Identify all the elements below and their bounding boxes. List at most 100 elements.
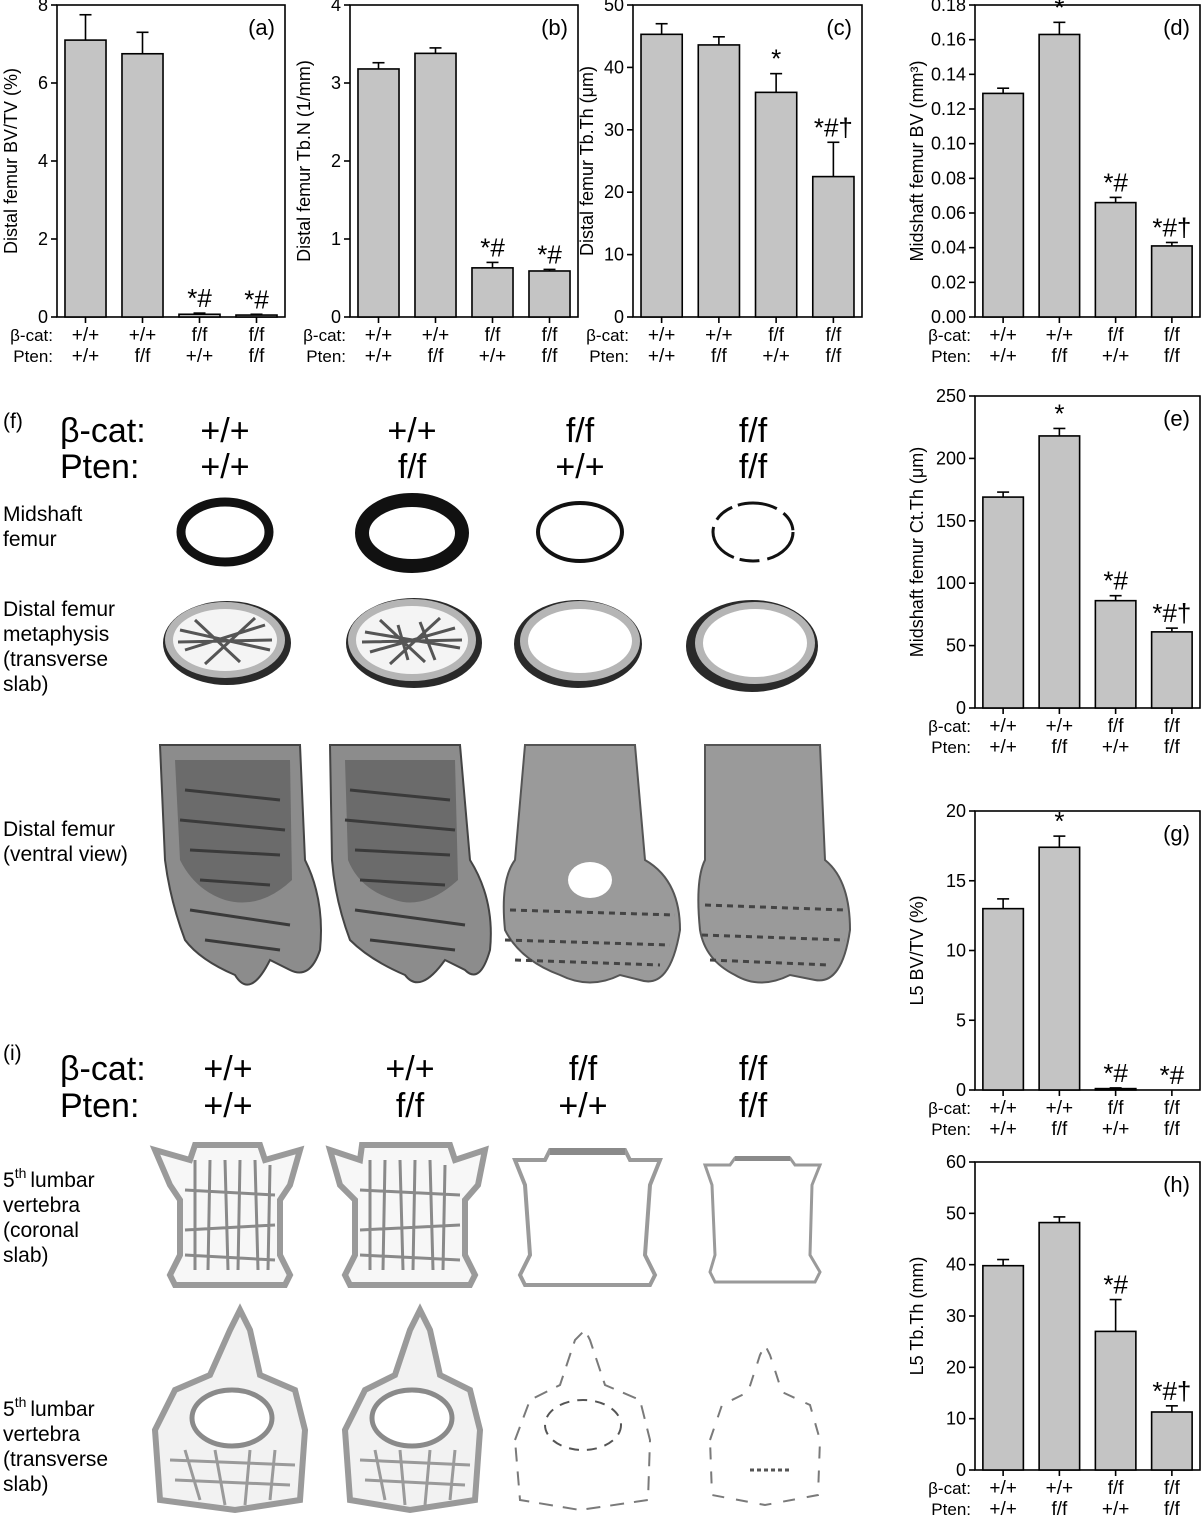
midshaft-ring-1: [176, 497, 274, 567]
chart-g-pten-header: Pten:: [931, 1120, 971, 1139]
transverse-slab-4: [708, 1342, 822, 1507]
chart-c-bar: [811, 175, 855, 318]
chart-g-ytick-label: 5: [956, 1010, 966, 1030]
chart-d-ytick-label: 0.06: [931, 203, 966, 223]
chart-e-ytick-label: 50: [946, 636, 966, 656]
panel-i-letter: (i): [3, 1042, 22, 1065]
chart-a-xlabel-bcat: +/+: [72, 325, 99, 346]
panel-f-genotype-bcat-1: +/+: [200, 412, 249, 450]
ventral-view-3: [502, 744, 682, 984]
chart-h-letter: (h): [1163, 1172, 1190, 1197]
chart-c-xlabel-bcat: +/+: [705, 325, 732, 346]
chart-b-bcat-header: β-cat:: [303, 326, 346, 345]
chart-a-xlabel-pten: f/f: [249, 346, 266, 367]
chart-e-xlabel-pten: +/+: [989, 737, 1016, 758]
chart-a-xlabel-pten: +/+: [186, 346, 213, 367]
panel-f-genotype-pten-2: f/f: [398, 448, 427, 486]
chart-d-pten-header: Pten:: [931, 347, 971, 366]
transverse-slab-1: [151, 1303, 309, 1514]
chart-b-xlabel-pten: f/f: [542, 346, 559, 367]
chart-d-xlabel-pten: f/f: [1164, 346, 1181, 367]
panel-i: (i) β-cat: Pten: +/+ +/+ f/f f/f +/+ f/f…: [3, 1042, 823, 1514]
coronal-slab-1: [149, 1142, 305, 1288]
chart-d-ylabel: Midshaft femur BV (mm³): [907, 60, 927, 261]
row-label-l5-coronal: 5th lumbar vertebra (coronal slab): [3, 1165, 100, 1267]
chart-h-ytick-label: 40: [946, 1255, 966, 1275]
chart-g-ytick-label: 10: [946, 941, 966, 961]
chart-h-xlabel-bcat: f/f: [1108, 1478, 1125, 1499]
chart-a-bar: [64, 39, 107, 318]
chart-c-bar: [640, 33, 684, 318]
chart-e-ytick-label: 150: [936, 511, 966, 531]
chart-c-xlabel-bcat: f/f: [768, 325, 785, 346]
chart-g-annotation: *#: [1103, 1058, 1128, 1088]
chart-b-ytick-label: 1: [331, 229, 341, 249]
chart-g-xlabel-bcat: +/+: [989, 1098, 1016, 1119]
chart-a-ylabel: Distal femur BV/TV (%): [1, 68, 21, 254]
chart-h-xlabel-bcat: +/+: [989, 1478, 1016, 1499]
row-label-l5-transverse: 5th lumbar vertebra (transverse slab): [3, 1394, 114, 1496]
chart-a-bcat-header: β-cat:: [10, 326, 53, 345]
chart-d-bar: [1150, 245, 1193, 318]
coronal-slab-4: [702, 1156, 823, 1284]
chart-d: 0.00 0.02 0.04 0.06 0.08 0.10 0.12 0.14 0.16 0.18…: [907, 0, 1201, 367]
row-label-midshaft-femur: Midshaft femur: [3, 503, 88, 551]
panel-f-pten-label: Pten:: [60, 448, 139, 486]
ventral-view-2: [328, 744, 492, 984]
metaphysis-slab-images: [163, 598, 818, 692]
panel-i-genotype-pten-2: f/f: [396, 1087, 425, 1125]
chart-a-pten-header: Pten:: [13, 347, 53, 366]
chart-a-xlabel-bcat: f/f: [192, 325, 209, 346]
chart-b-annotation: *#: [537, 239, 562, 269]
chart-c-xlabel-bcat: +/+: [648, 325, 675, 346]
row-label-distal-femur-ventral: Distal femur (ventral view): [3, 818, 128, 866]
chart-e-letter: (e): [1163, 406, 1190, 431]
ventral-view-1: [158, 744, 322, 986]
chart-c-annotation: *#†: [814, 112, 853, 142]
chart-g-bar: [1038, 846, 1081, 1091]
chart-b-xlabel-bcat: +/+: [365, 325, 392, 346]
chart-d-bar: [1094, 201, 1137, 318]
coronal-slab-3: [512, 1148, 663, 1287]
transverse-slab-3: [513, 1328, 652, 1512]
chart-b-xlabel-pten: +/+: [365, 346, 392, 367]
chart-d-xlabel-pten: f/f: [1051, 346, 1068, 367]
chart-h-xlabel-pten: f/f: [1051, 1499, 1068, 1520]
chart-c-ytick-label: 20: [604, 182, 624, 202]
chart-a-xlabel-pten: f/f: [135, 346, 152, 367]
chart-e-xlabel-bcat: f/f: [1164, 716, 1181, 737]
chart-d-xlabel-bcat: f/f: [1108, 325, 1125, 346]
chart-g-ytick-label: 0: [956, 1080, 966, 1100]
panel-f-beta-cat-label: β-cat:: [60, 412, 146, 450]
panel-f-letter: (f): [3, 410, 23, 433]
chart-e-bar: [982, 496, 1025, 709]
chart-a-xlabel-pten: +/+: [72, 346, 99, 367]
chart-g-annotation: *#: [1160, 1060, 1185, 1090]
panel-f-genotype-bcat-4: f/f: [739, 412, 768, 450]
chart-a-annotation: *#: [187, 283, 212, 313]
chart-c-xlabel-pten: +/+: [648, 346, 675, 367]
panel-f-genotype-bcat-2: +/+: [387, 412, 436, 450]
chart-h-bar: [982, 1264, 1025, 1471]
chart-h-ytick-label: 0: [956, 1460, 966, 1480]
panel-i-genotype-bcat-3: f/f: [569, 1050, 598, 1088]
chart-d-xlabel-pten: +/+: [1102, 346, 1129, 367]
chart-c-ytick-label: 10: [604, 245, 624, 265]
chart-h-xlabel-pten: +/+: [989, 1499, 1016, 1520]
metaphysis-slab-3: [514, 600, 642, 688]
chart-a-ytick-label: 4: [38, 151, 48, 171]
chart-b-bar: [414, 52, 457, 318]
chart-d-ytick-label: 0.10: [931, 134, 966, 154]
chart-g-xlabel-bcat: f/f: [1164, 1098, 1181, 1119]
chart-h-xlabel-bcat: +/+: [1046, 1478, 1073, 1499]
chart-c-ytick-label: 0: [614, 307, 624, 327]
chart-e-ytick-label: 200: [936, 448, 966, 468]
chart-c-frame: [632, 4, 863, 318]
chart-b-xlabel-bcat: +/+: [422, 325, 449, 346]
chart-g-xlabel-pten: f/f: [1164, 1119, 1181, 1140]
chart-b-bar: [357, 68, 400, 318]
chart-a-xlabel-bcat: f/f: [249, 325, 266, 346]
chart-b-annotation: *#: [480, 232, 505, 262]
